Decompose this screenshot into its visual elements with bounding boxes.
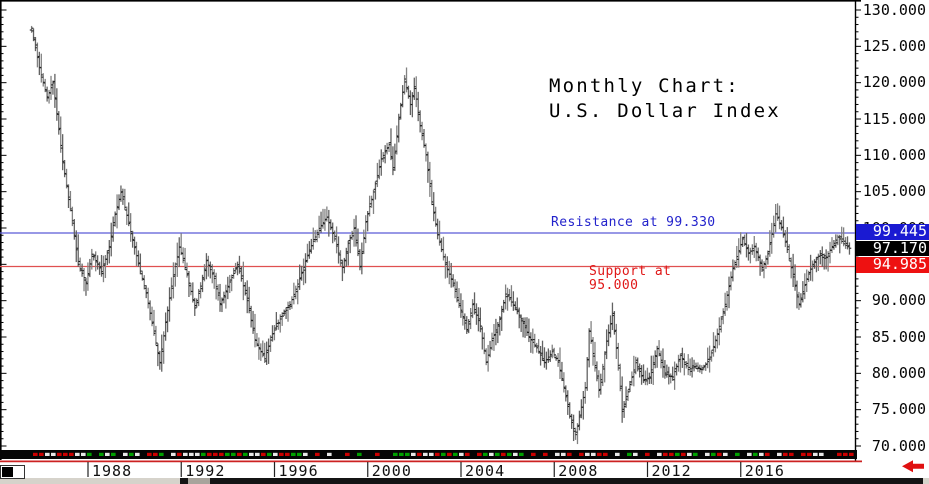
y-axis-label-70: 70.000	[871, 436, 926, 455]
chart-frame	[0, 0, 861, 461]
x-axis-label-2004: 2004	[465, 462, 506, 480]
x-axis-label-2016: 2016	[744, 462, 785, 480]
x-axis-label-1996: 1996	[278, 462, 319, 480]
horizontal-scrollbar[interactable]	[0, 478, 929, 484]
year-tick-marks	[87, 462, 742, 477]
y-axis-label-130: 130.000	[862, 0, 926, 19]
y-axis-label-105: 105.000	[862, 182, 926, 201]
chart-title-line1: Monthly Chart:	[549, 75, 740, 97]
x-axis-label-2008: 2008	[558, 462, 599, 480]
scrollbar-notch	[188, 478, 210, 484]
scrollbar-thumb[interactable]	[180, 478, 923, 484]
x-axis-label-1988: 1988	[92, 462, 133, 480]
y-axis-label-75: 75.000	[871, 400, 926, 419]
x-axis-label-1992: 1992	[185, 462, 226, 480]
price-badge-last: 97.170	[856, 240, 929, 256]
support-annotation: Support at 95.000	[589, 265, 671, 292]
x-axis-label-2012: 2012	[651, 462, 692, 480]
x-axis-label-2000: 2000	[371, 462, 412, 480]
support-annotation-line2: 95.000	[589, 277, 639, 293]
scroll-left-arrow[interactable]	[902, 460, 924, 473]
y-axis-label-120: 120.000	[862, 73, 926, 92]
price-badge-high: 99.445	[856, 223, 929, 240]
chart-title-line2: U.S. Dollar Index	[549, 100, 781, 122]
y-axis-label-90: 90.000	[871, 291, 926, 310]
y-axis-label-110: 110.000	[862, 145, 926, 164]
y-axis-left-ticks	[0, 9, 7, 447]
support-annotation-line1: Support at	[589, 264, 672, 279]
bar-direction-strip	[0, 450, 862, 463]
y-axis-label-85: 85.000	[871, 327, 926, 346]
price-bars	[29, 25, 852, 445]
y-axis-label-125: 125.000	[862, 36, 926, 55]
y-axis-label-115: 115.000	[862, 109, 926, 128]
axis-corner-box[interactable]	[0, 465, 25, 479]
chart-title: Monthly Chart: U.S. Dollar Index	[549, 74, 781, 124]
axis-corner-box-fill	[2, 467, 13, 477]
price-badge-low: 94.985	[856, 256, 929, 273]
resistance-annotation: Resistance at 99.330	[551, 215, 716, 230]
y-axis-label-80: 80.000	[871, 363, 926, 382]
